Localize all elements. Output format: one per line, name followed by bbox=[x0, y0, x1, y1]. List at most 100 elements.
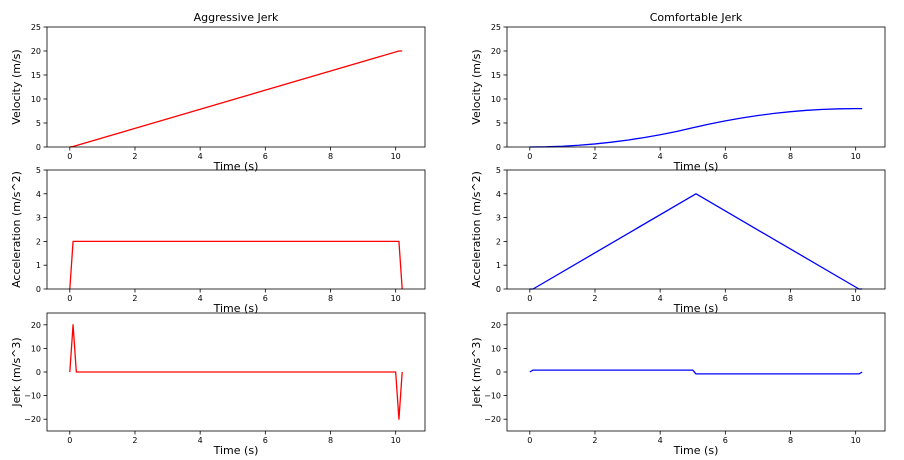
y-tick-label: −20 bbox=[484, 415, 501, 424]
y-tick-label: 0 bbox=[36, 285, 41, 294]
x-tick-label: 8 bbox=[328, 294, 333, 303]
y-tick-label: 0 bbox=[496, 285, 501, 294]
y-tick-label: 20 bbox=[491, 47, 501, 56]
y-tick-label: 20 bbox=[31, 321, 41, 330]
y-tick-label: 20 bbox=[31, 47, 41, 56]
y-axis-label: Velocity (m/s) bbox=[10, 49, 23, 124]
y-tick-label: 15 bbox=[31, 71, 41, 80]
chart-title: Comfortable Jerk bbox=[650, 11, 743, 24]
x-tick-label: 6 bbox=[263, 436, 268, 445]
x-tick-label: 6 bbox=[723, 436, 728, 445]
x-tick-label: 8 bbox=[328, 152, 333, 161]
x-tick-label: 10 bbox=[851, 294, 861, 303]
series-line-aggressive-acceleration-0 bbox=[69, 240, 403, 290]
y-tick-label: 2 bbox=[496, 237, 501, 246]
y-axis-label: Jerk (m/s^3) bbox=[10, 337, 23, 407]
x-axis-label: Time (s) bbox=[673, 160, 719, 173]
y-tick-label: 10 bbox=[491, 344, 501, 353]
y-tick-label: 10 bbox=[31, 95, 41, 104]
series-line-comfortable-acceleration-0 bbox=[529, 193, 863, 290]
x-tick-label: 4 bbox=[658, 294, 663, 303]
x-tick-label: 2 bbox=[132, 294, 137, 303]
x-tick-label: 6 bbox=[723, 294, 728, 303]
y-tick-label: 5 bbox=[36, 119, 41, 128]
x-tick-label: 2 bbox=[592, 294, 597, 303]
x-tick-label: 10 bbox=[391, 152, 401, 161]
y-tick-label: 20 bbox=[491, 321, 501, 330]
y-tick-label: −10 bbox=[484, 392, 501, 401]
y-tick-label: 3 bbox=[36, 214, 41, 223]
series-line-comfortable-velocity-0 bbox=[529, 107, 863, 148]
y-axis-label: Velocity (m/s) bbox=[470, 49, 483, 124]
y-tick-label: 3 bbox=[496, 214, 501, 223]
x-tick-label: 6 bbox=[723, 152, 728, 161]
x-tick-label: 0 bbox=[527, 294, 532, 303]
x-tick-label: 4 bbox=[658, 152, 663, 161]
y-tick-label: 0 bbox=[36, 143, 41, 152]
y-tick-label: 0 bbox=[496, 368, 501, 377]
y-tick-label: 15 bbox=[491, 71, 501, 80]
series-line-comfortable-jerk-0 bbox=[529, 369, 863, 375]
y-tick-label: 1 bbox=[496, 261, 501, 270]
y-tick-label: 5 bbox=[36, 166, 41, 175]
x-tick-label: 2 bbox=[592, 152, 597, 161]
chart-panel-comfortable-acceleration: 0 2 4 6 8 10 0 1 2 3 4 5 Time (s) Acceleration (m/s^2… bbox=[470, 166, 886, 315]
x-tick-label: 0 bbox=[67, 294, 72, 303]
x-tick-label: 8 bbox=[788, 294, 793, 303]
chart-panel-aggressive-velocity: 0 2 4 6 8 10 0 5 10 15 20 25 Time (s) Velocity (m/s) A… bbox=[10, 11, 426, 173]
x-tick-label: 6 bbox=[263, 152, 268, 161]
x-tick-label: 6 bbox=[263, 294, 268, 303]
y-tick-label: 5 bbox=[496, 166, 501, 175]
x-tick-label: 10 bbox=[851, 152, 861, 161]
x-tick-label: 0 bbox=[527, 152, 532, 161]
x-axis-label: Time (s) bbox=[673, 444, 719, 457]
x-axis-label: Time (s) bbox=[213, 302, 259, 315]
x-tick-label: 8 bbox=[788, 152, 793, 161]
plot-frame bbox=[506, 26, 886, 148]
series-line-aggressive-velocity-0 bbox=[69, 50, 403, 148]
y-tick-label: −10 bbox=[24, 392, 41, 401]
x-tick-label: 2 bbox=[592, 436, 597, 445]
x-tick-label: 2 bbox=[132, 152, 137, 161]
y-axis-label: Jerk (m/s^3) bbox=[470, 337, 483, 407]
x-tick-label: 8 bbox=[788, 436, 793, 445]
x-axis-label: Time (s) bbox=[213, 160, 259, 173]
y-tick-label: 10 bbox=[491, 95, 501, 104]
chart-panel-comfortable-velocity: 0 2 4 6 8 10 0 5 10 15 20 25 Time (s) Velocity (m/s) C… bbox=[470, 11, 886, 173]
chart-panel-aggressive-jerk: 0 2 4 6 8 10 −20 −10 0 10 20 Time (s) Jerk (m/s^3) bbox=[10, 312, 426, 457]
y-tick-label: 0 bbox=[496, 143, 501, 152]
x-tick-label: 0 bbox=[527, 436, 532, 445]
y-tick-label: 0 bbox=[36, 368, 41, 377]
y-tick-label: 4 bbox=[496, 190, 501, 199]
y-axis-label: Acceleration (m/s^2) bbox=[10, 171, 23, 288]
x-tick-label: 10 bbox=[851, 436, 861, 445]
y-tick-label: 10 bbox=[31, 344, 41, 353]
x-tick-label: 4 bbox=[198, 152, 203, 161]
x-tick-label: 10 bbox=[391, 436, 401, 445]
y-tick-label: 4 bbox=[36, 190, 41, 199]
x-tick-label: 2 bbox=[132, 436, 137, 445]
y-tick-label: 25 bbox=[491, 23, 501, 32]
plot-frame bbox=[506, 169, 886, 290]
plot-frame bbox=[506, 312, 886, 432]
x-tick-label: 0 bbox=[67, 436, 72, 445]
plot-frame bbox=[46, 169, 426, 290]
x-tick-label: 4 bbox=[198, 294, 203, 303]
y-tick-label: 1 bbox=[36, 261, 41, 270]
y-tick-label: −20 bbox=[24, 415, 41, 424]
x-tick-label: 4 bbox=[198, 436, 203, 445]
chart-panel-aggressive-acceleration: 0 2 4 6 8 10 0 1 2 3 4 5 Time (s) Acceleration (m/s^2… bbox=[10, 166, 426, 315]
x-axis-label: Time (s) bbox=[213, 444, 259, 457]
chart-title: Aggressive Jerk bbox=[194, 11, 279, 24]
x-axis-label: Time (s) bbox=[673, 302, 719, 315]
x-tick-label: 8 bbox=[328, 436, 333, 445]
x-tick-label: 10 bbox=[391, 294, 401, 303]
x-tick-label: 0 bbox=[67, 152, 72, 161]
y-tick-label: 25 bbox=[31, 23, 41, 32]
plot-frame bbox=[46, 26, 426, 148]
y-tick-label: 2 bbox=[36, 237, 41, 246]
chart-panel-comfortable-jerk: 0 2 4 6 8 10 −20 −10 0 10 20 Time (s) Jerk (m/s^3) bbox=[470, 312, 886, 457]
series-line-aggressive-jerk-0 bbox=[69, 324, 403, 420]
y-tick-label: 5 bbox=[496, 119, 501, 128]
